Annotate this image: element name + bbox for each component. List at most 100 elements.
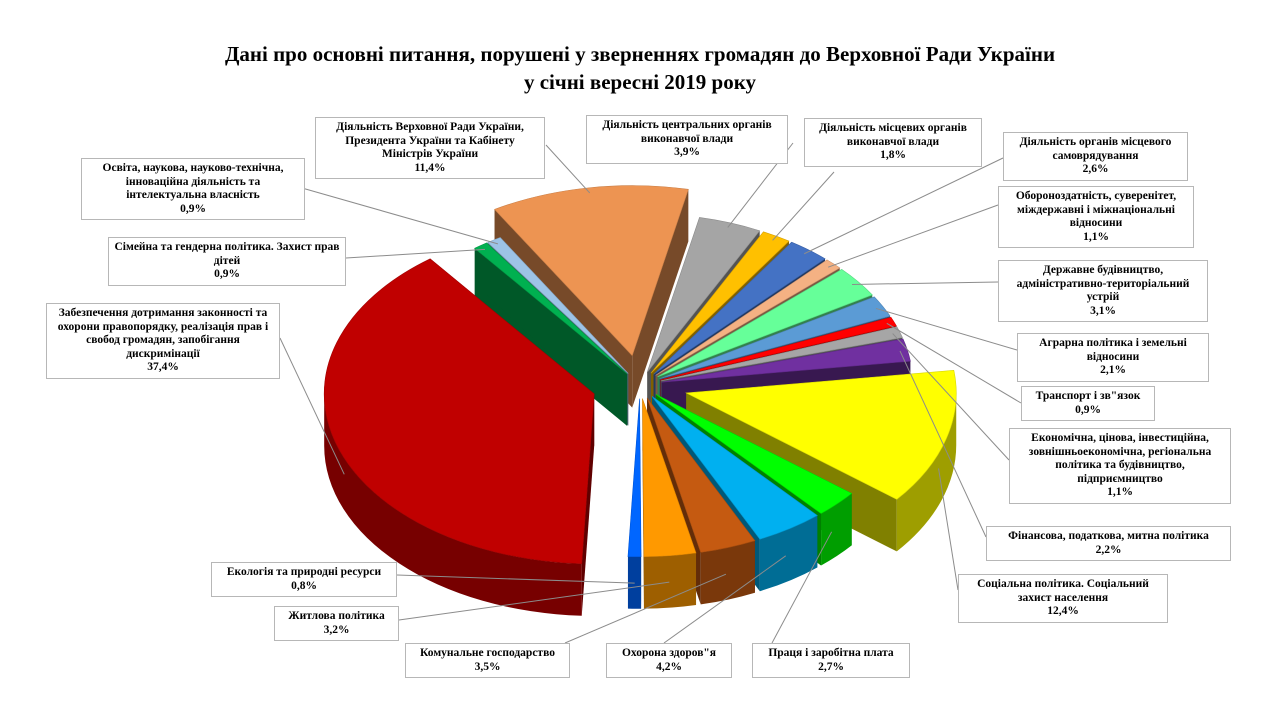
slice-top [660, 316, 897, 381]
slice-value-label: 0,9% [214, 268, 240, 281]
slice-label-text: Фінансова, податкова, митна політика [1008, 530, 1209, 542]
slice-label-text: Охорона здоров"я [621, 647, 717, 659]
slice-label: Сімейна та гендерна політика. Захист пра… [108, 237, 346, 286]
leader-line [772, 171, 835, 241]
slice-label: Обороноздатність, суверенітет, міждержав… [998, 186, 1194, 249]
slice-label: Економічна, цінова, інвестиційна, зовніш… [1009, 428, 1231, 504]
slice-cut-face [581, 393, 595, 616]
slice-top [657, 268, 873, 378]
leader-line [852, 281, 999, 285]
slice-top [685, 370, 957, 500]
slice-wall [324, 393, 582, 616]
slice-wall [627, 556, 642, 609]
slice-label-text: Обороноздатність, суверенітет, міждержав… [1015, 190, 1177, 230]
slice-value-label: 4,2% [656, 660, 682, 673]
slice-value-label: 3,1% [1090, 304, 1116, 317]
slice-label-text: Державне будівництво, адміністративно-те… [1016, 264, 1190, 304]
slice-top [646, 217, 761, 373]
slice-top [494, 185, 689, 357]
slice-value-label: 2,6% [1082, 163, 1109, 176]
slice-label-text: Діяльність органів місцевого самоврядува… [1019, 136, 1172, 162]
leader-line [886, 322, 1022, 404]
pie-slice [627, 398, 642, 609]
leader-line [663, 555, 787, 644]
leader-line [875, 307, 1018, 351]
leader-line [938, 468, 959, 591]
leader-line [803, 157, 1004, 255]
slice-label-text: Житлова політика [288, 610, 385, 622]
slice-value-label: 1,1% [1107, 486, 1133, 499]
leader-line [545, 144, 591, 194]
leader-line [396, 574, 635, 584]
slice-value-label: 2,7% [818, 660, 844, 673]
leader-line [398, 581, 670, 621]
slice-label: Аграрна політика і земельні відносини 2,1… [1017, 333, 1209, 382]
slice-top [474, 242, 628, 375]
leader-line [301, 187, 499, 245]
leader-line [564, 573, 727, 644]
slice-label-text: Сімейна та гендерна політика. Захист пра… [114, 241, 340, 267]
slice-label-text: Екологія та природні ресурси [226, 566, 382, 578]
slice-value-label: 2,2% [1095, 543, 1122, 556]
slice-label-text: Освіта, наукова, науково-технічна, іннов… [102, 162, 284, 202]
slice-label: Державне будівництво, адміністративно-те… [998, 260, 1208, 323]
slice-top [642, 398, 697, 557]
leader-line [279, 337, 345, 475]
slice-value-label: 1,8% [880, 149, 906, 162]
slice-top [323, 258, 595, 565]
slice-label-text: Діяльність місцевих органів виконавчої в… [819, 122, 967, 148]
slice-label: Праця і заробітна плата 2,7% [752, 643, 910, 679]
slice-label: Освіта, наукова, науково-технічна, іннов… [81, 158, 305, 221]
slice-top [627, 398, 642, 558]
slice-label: Охорона здоров"я 4,2% [606, 643, 732, 679]
slice-value-label: 0,9% [180, 202, 206, 215]
slice-top [487, 237, 629, 374]
leader-line [771, 531, 833, 644]
slice-top [653, 241, 826, 375]
slice-label-text: Транспорт і зв"язок [1035, 390, 1141, 402]
chart-title: Дані про основні питання, порушені у зве… [0, 40, 1280, 96]
slice-wall [700, 540, 755, 605]
slice-value-label: 2,1% [1100, 364, 1126, 377]
slice-wall [821, 493, 852, 566]
slice-value-label: 0,8% [291, 579, 317, 592]
slice-label-text: Економічна, цінова, інвестиційна, зовніш… [1028, 432, 1212, 485]
slice-label: Екологія та природні ресурси 0,8% [211, 562, 397, 598]
leader-line [899, 350, 987, 538]
slice-label: Діяльність Верховної Ради України, Прези… [315, 117, 545, 180]
slice-value-label: 12,4% [1047, 605, 1079, 618]
slice-value-label: 11,4% [414, 161, 446, 174]
slice-value-label: 3,2% [323, 623, 350, 636]
slice-label-text: Забезпечення дотримання законності та ох… [57, 307, 269, 360]
slice-cut-face [486, 242, 628, 426]
slice-label: Діяльність місцевих органів виконавчої в… [804, 118, 982, 167]
slice-label-text: Комунальне господарство [420, 647, 555, 659]
slice-value-label: 37,4% [147, 361, 179, 374]
leader-line [892, 333, 1010, 461]
slice-top [651, 396, 818, 540]
slice-label: Фінансова, податкова, митна політика 2,2% [986, 526, 1231, 562]
slice-label: Діяльність центральних органів виконавчо… [586, 115, 788, 164]
slice-top [655, 259, 841, 376]
slice-value-label: 1,1% [1083, 230, 1109, 243]
slice-value-label: 3,9% [674, 146, 700, 159]
chart-title-line1: Дані про основні питання, порушені у зве… [224, 42, 1056, 66]
slice-label: Забезпечення дотримання законності та ох… [46, 303, 280, 379]
slice-cut-face [632, 189, 689, 408]
slice-label: Транспорт і зв"язок 0,9% [1021, 386, 1155, 422]
slice-label-text: Праця і заробітна плата [768, 647, 894, 659]
pie-slice [474, 242, 628, 426]
slice-wall [759, 515, 818, 592]
slice-top [660, 326, 903, 382]
chart-subtitle: у січні вересні 2019 року [523, 70, 757, 94]
slice-value-label: 3,5% [474, 660, 501, 673]
leader-line [828, 204, 999, 268]
slice-label: Соціальна політика. Соціальний захист на… [958, 574, 1168, 623]
slice-top [655, 394, 853, 514]
slice-wall [896, 392, 957, 552]
slice-label: Комунальне господарство 3,5% [405, 643, 570, 679]
pie-slice [642, 398, 697, 609]
pie-slice [323, 258, 595, 616]
slice-top [646, 397, 756, 553]
